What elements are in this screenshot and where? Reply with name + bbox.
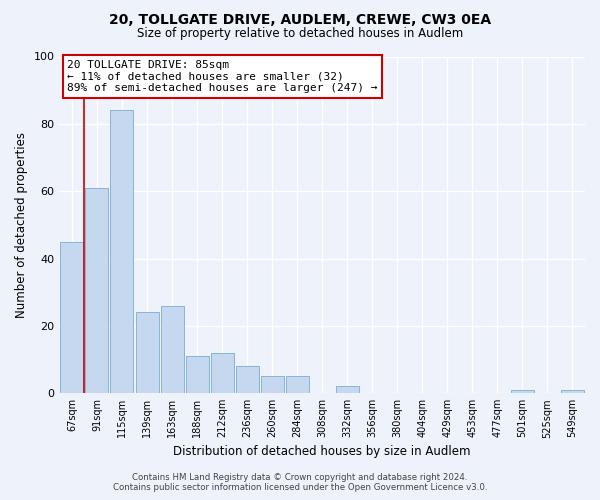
Bar — [185, 356, 209, 393]
Bar — [61, 242, 83, 393]
Bar — [110, 110, 133, 393]
Text: 20, TOLLGATE DRIVE, AUDLEM, CREWE, CW3 0EA: 20, TOLLGATE DRIVE, AUDLEM, CREWE, CW3 0… — [109, 12, 491, 26]
Bar — [286, 376, 308, 393]
X-axis label: Distribution of detached houses by size in Audlem: Distribution of detached houses by size … — [173, 444, 471, 458]
Text: Contains HM Land Registry data © Crown copyright and database right 2024.
Contai: Contains HM Land Registry data © Crown c… — [113, 473, 487, 492]
Bar — [511, 390, 534, 393]
Bar — [85, 188, 109, 393]
Bar — [236, 366, 259, 393]
Bar — [260, 376, 284, 393]
Bar — [161, 306, 184, 393]
Text: Size of property relative to detached houses in Audlem: Size of property relative to detached ho… — [137, 28, 463, 40]
Bar — [561, 390, 584, 393]
Y-axis label: Number of detached properties: Number of detached properties — [15, 132, 28, 318]
Bar — [211, 353, 233, 393]
Bar — [336, 386, 359, 393]
Text: 20 TOLLGATE DRIVE: 85sqm
← 11% of detached houses are smaller (32)
89% of semi-d: 20 TOLLGATE DRIVE: 85sqm ← 11% of detach… — [67, 60, 378, 93]
Bar — [136, 312, 158, 393]
